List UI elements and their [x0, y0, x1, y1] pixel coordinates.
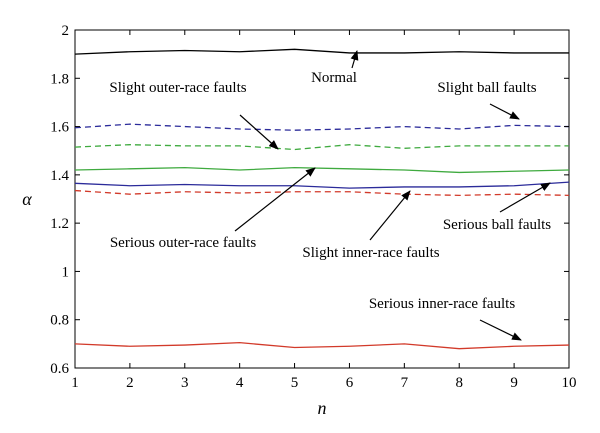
annotation-label: Serious inner-race faults: [369, 296, 515, 312]
y-tick-label: 1: [62, 264, 70, 280]
y-tick-label: 1.8: [50, 71, 69, 87]
annotation-arrow: [369, 190, 411, 241]
x-tick-label: 2: [126, 375, 134, 391]
plot-area: [74, 29, 570, 369]
y-tick-label: 2: [62, 23, 70, 39]
x-tick-label: 7: [401, 375, 409, 391]
series-line-6: [74, 341, 570, 350]
annotation-label: Slight ball faults: [437, 80, 536, 96]
y-tick-label: 1.6: [50, 120, 69, 136]
series-line-1: [74, 123, 570, 131]
x-tick-label: 9: [510, 375, 518, 391]
series-line-4: [74, 181, 570, 189]
series-layer: [74, 48, 570, 350]
y-tick-label: 1.4: [50, 168, 69, 184]
annotation-label: Normal: [311, 70, 357, 86]
annotation-arrow: [239, 114, 279, 150]
annotation-label: Slight outer-race faults: [109, 80, 246, 96]
y-tick-label: 0.8: [50, 313, 69, 329]
series-line-2: [74, 144, 569, 151]
y-tick-layer: 0.6 0.8 1 1.2 1.4 1.6 1.8 2: [50, 23, 569, 377]
annotation-arrow: [499, 182, 551, 213]
x-tick-label: 5: [291, 375, 299, 391]
series-line-0: [74, 48, 569, 55]
y-tick-label: 0.6: [50, 361, 69, 377]
x-tick-label: 10: [562, 375, 577, 391]
x-tick-label: 4: [236, 375, 244, 391]
x-tick-label: 6: [346, 375, 354, 391]
annotation-label: Serious outer-race faults: [110, 235, 256, 251]
annotation-arrow: [234, 167, 316, 232]
x-tick-label: 8: [455, 375, 463, 391]
series-line-3: [74, 166, 570, 174]
annotation-label: Serious ball faults: [443, 217, 551, 233]
annotation-arrow: [479, 319, 522, 341]
x-tick-label: 3: [181, 375, 189, 391]
x-tick-label: 1: [71, 375, 79, 391]
x-axis-label: n: [318, 398, 327, 418]
y-axis-label: α: [22, 189, 32, 209]
series-line-5: [74, 189, 570, 197]
x-tick-layer: 1 2 3 4 5 6 7 8 9 10: [71, 30, 577, 391]
annotation-layer: Normal Slight outer-race faults Slight bal…: [109, 50, 551, 341]
annotation-label: Slight inner-race faults: [302, 245, 439, 261]
annotation-arrow: [489, 103, 520, 120]
y-tick-label: 1.2: [50, 216, 69, 232]
annotation-arrow: [350, 50, 359, 69]
